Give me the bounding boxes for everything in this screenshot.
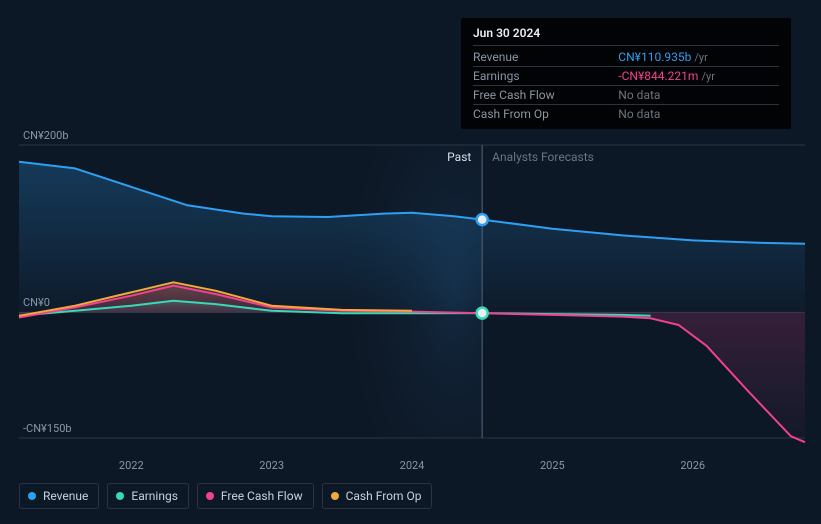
legend-dot-icon	[116, 492, 124, 500]
tooltip-row: Free Cash FlowNo data	[473, 86, 779, 105]
legend-item-cfo[interactable]: Cash From Op	[322, 483, 433, 509]
financials-chart: CN¥200b CN¥0 -CN¥150b 2022 2023 2024 2025 2026…	[0, 0, 821, 524]
legend-item-earnings[interactable]: Earnings	[107, 483, 189, 509]
legend-label: Free Cash Flow	[221, 489, 303, 503]
x-tick-label: 2024	[400, 459, 425, 472]
tooltip-row: Cash From OpNo data	[473, 105, 779, 124]
forecast-label: Analysts Forecasts	[492, 150, 594, 164]
tooltip-row-label: Earnings	[473, 67, 600, 86]
legend-dot-icon	[28, 492, 36, 500]
tooltip-title: Jun 30 2024	[473, 26, 779, 46]
chart-legend: Revenue Earnings Free Cash Flow Cash From O…	[19, 483, 432, 509]
legend-label: Earnings	[131, 489, 178, 503]
x-tick-label: 2026	[680, 459, 705, 472]
past-label: Past	[447, 150, 471, 164]
tooltip-row-label: Cash From Op	[473, 105, 600, 124]
tooltip-row: RevenueCN¥110.935b/yr	[473, 48, 779, 67]
x-tick-label: 2022	[119, 459, 144, 472]
earnings-hover-marker	[477, 308, 488, 319]
legend-item-fcf[interactable]: Free Cash Flow	[197, 483, 314, 509]
legend-item-revenue[interactable]: Revenue	[19, 483, 99, 509]
tooltip-row-value: No data	[600, 86, 779, 105]
tooltip-row-label: Revenue	[473, 48, 600, 67]
tooltip-row-value: No data	[600, 105, 779, 124]
x-tick-label: 2025	[540, 459, 565, 472]
y-tick-label: CN¥0	[23, 296, 50, 309]
tooltip-row-label: Free Cash Flow	[473, 86, 600, 105]
revenue-hover-marker	[477, 214, 488, 225]
chart-tooltip: Jun 30 2024 RevenueCN¥110.935b/yrEarning…	[461, 18, 791, 129]
legend-dot-icon	[331, 492, 339, 500]
y-tick-label: CN¥200b	[23, 129, 69, 142]
tooltip-row-value: -CN¥844.221m/yr	[600, 67, 779, 86]
legend-label: Cash From Op	[346, 489, 422, 503]
tooltip-row: Earnings-CN¥844.221m/yr	[473, 67, 779, 86]
y-tick-label: -CN¥150b	[23, 422, 72, 435]
tooltip-row-value: CN¥110.935b/yr	[600, 48, 779, 67]
tooltip-table: RevenueCN¥110.935b/yrEarnings-CN¥844.221…	[473, 48, 779, 123]
legend-dot-icon	[206, 492, 214, 500]
legend-label: Revenue	[43, 489, 88, 503]
x-tick-label: 2023	[259, 459, 284, 472]
